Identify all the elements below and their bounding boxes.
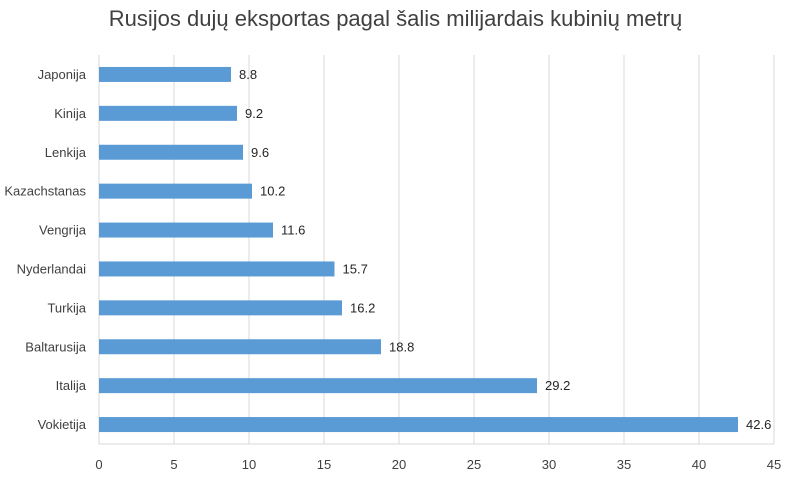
- x-tick-label: 0: [95, 457, 102, 472]
- data-label: 42.6: [746, 417, 771, 432]
- x-tick-label: 10: [242, 457, 256, 472]
- category-label: Turkija: [47, 300, 86, 315]
- data-label: 29.2: [545, 378, 570, 393]
- data-label: 18.8: [389, 339, 414, 354]
- bar-nyderlandai: [99, 261, 335, 277]
- data-label: 9.2: [245, 106, 263, 121]
- x-tick-label: 30: [542, 457, 556, 472]
- category-label: Kinija: [54, 106, 87, 121]
- bar-italija: [99, 378, 537, 394]
- bar-kinija: [99, 105, 237, 121]
- data-label: 11.6: [281, 223, 305, 238]
- bar-vengrija: [99, 222, 273, 238]
- bar-lenkija: [99, 144, 243, 160]
- category-label: Lenkija: [45, 145, 87, 160]
- bar-vokietija: [99, 417, 738, 433]
- data-label: 8.8: [239, 67, 257, 82]
- x-tick-label: 35: [617, 457, 631, 472]
- data-label: 10.2: [260, 184, 285, 199]
- category-label: Baltarusija: [25, 339, 86, 354]
- x-tick-label: 15: [317, 457, 331, 472]
- x-tick-label: 45: [767, 457, 781, 472]
- data-label: 9.6: [251, 145, 269, 160]
- bar-kazachstanas: [99, 183, 252, 199]
- category-label: Japonija: [38, 67, 87, 82]
- chart-title: Rusijos dujų eksportas pagal šalis milij…: [108, 6, 683, 31]
- category-label: Nyderlandai: [17, 261, 86, 276]
- x-tick-label: 40: [692, 457, 706, 472]
- category-label: Italija: [56, 378, 87, 393]
- bar-turkija: [99, 300, 342, 316]
- bar-baltarusija: [99, 339, 381, 355]
- category-label: Vokietija: [38, 417, 87, 432]
- x-tick-label: 25: [467, 457, 481, 472]
- category-label: Kazachstanas: [4, 184, 86, 199]
- x-tick-label: 5: [170, 457, 177, 472]
- x-tick-label: 20: [392, 457, 406, 472]
- category-label: Vengrija: [39, 223, 87, 238]
- data-label: 15.7: [343, 261, 368, 276]
- data-label: 16.2: [350, 300, 375, 315]
- bar-japonija: [99, 66, 231, 82]
